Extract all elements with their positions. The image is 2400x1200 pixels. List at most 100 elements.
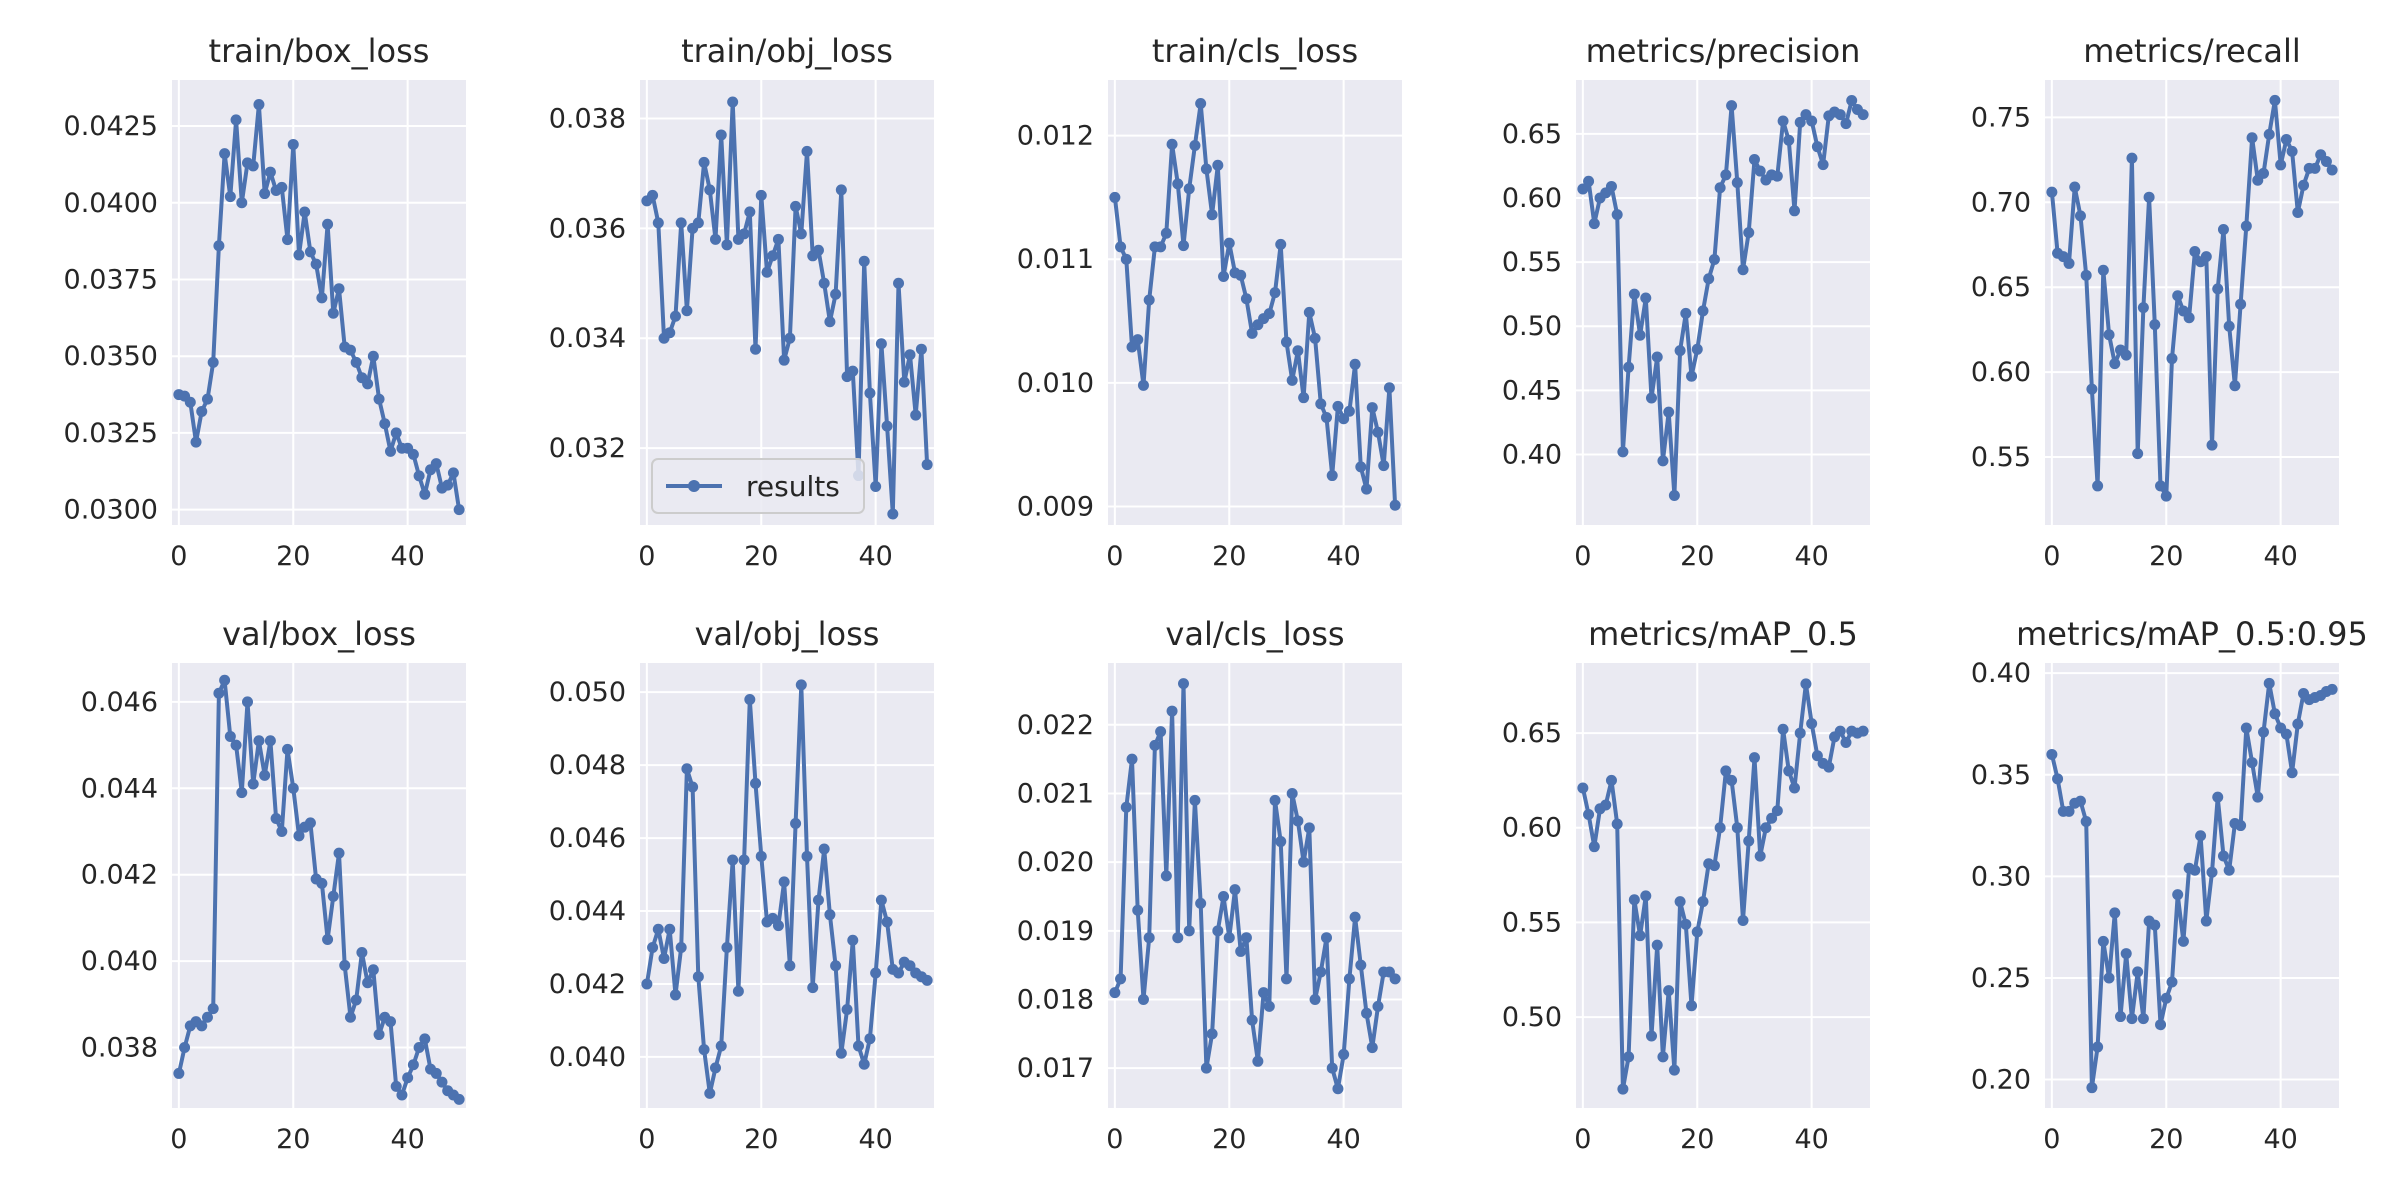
data-point (270, 813, 282, 825)
data-point (253, 99, 265, 111)
subplot-2: 0.009 0.010 0.011 0.012 0 20 40 train/cls_loss (1017, 32, 1402, 572)
data-point (692, 217, 704, 229)
data-point (1600, 799, 1612, 811)
data-point (2103, 972, 2115, 984)
data-point (1309, 332, 1321, 344)
data-point (772, 233, 784, 245)
data-point (1634, 329, 1646, 341)
data-point (1834, 725, 1846, 737)
data-point (1120, 801, 1132, 813)
data-point (647, 189, 659, 201)
data-point (419, 488, 431, 500)
subplot-title: train/cls_loss (1152, 32, 1358, 70)
data-point (847, 934, 859, 946)
data-point (2206, 866, 2218, 878)
data-point (1634, 930, 1646, 942)
data-point (1731, 177, 1743, 189)
data-point (1280, 973, 1292, 985)
y-tick-label: 0.0375 (64, 264, 158, 295)
data-point (1811, 750, 1823, 762)
data-point (738, 228, 750, 240)
data-point (1229, 884, 1241, 896)
data-point (1280, 336, 1292, 348)
y-tick-label: 0.012 (1017, 121, 1094, 152)
y-tick-label: 0.60 (1971, 357, 2031, 388)
data-point (367, 350, 379, 362)
data-point (812, 894, 824, 906)
data-point (1235, 269, 1247, 281)
data-point (1178, 240, 1190, 252)
subplot-0: 0.0300 0.0325 0.0350 0.0375 0.0400 0.0425 0 20 4… (64, 32, 466, 572)
data-point (1646, 1030, 1658, 1042)
data-point (1195, 97, 1207, 109)
data-point (1155, 726, 1167, 738)
data-point (1378, 460, 1390, 472)
data-point (407, 1059, 419, 1071)
data-point (1332, 1083, 1344, 1095)
data-point (795, 228, 807, 240)
subplot-title: metrics/precision (1586, 32, 1861, 70)
data-point (2172, 290, 2184, 302)
data-point (2326, 683, 2338, 695)
data-point (1298, 856, 1310, 868)
data-point (1143, 294, 1155, 306)
y-tick-label: 0.55 (1502, 247, 1562, 278)
y-tick-label: 0.046 (549, 823, 626, 854)
data-point (2126, 1013, 2138, 1025)
data-point (1240, 293, 1252, 305)
data-point (453, 1093, 465, 1105)
data-point (259, 188, 271, 200)
data-point (1651, 351, 1663, 363)
data-point (1686, 1000, 1698, 1012)
data-point (1760, 822, 1772, 834)
data-point (835, 184, 847, 196)
data-point (1714, 182, 1726, 194)
data-point (1605, 180, 1617, 192)
data-point (1857, 725, 1869, 737)
data-point (299, 206, 311, 218)
data-point (1309, 993, 1321, 1005)
data-point (1668, 1064, 1680, 1076)
data-point (247, 778, 259, 790)
data-point (2155, 480, 2167, 492)
data-point (276, 825, 288, 837)
data-point (744, 693, 756, 705)
data-point (778, 876, 790, 888)
data-point (1771, 805, 1783, 817)
data-point (681, 763, 693, 775)
data-point (904, 349, 916, 361)
data-point (1252, 1055, 1264, 1067)
data-point (1708, 254, 1720, 266)
y-tick-label: 0.30 (1971, 861, 2031, 892)
data-point (2240, 722, 2252, 734)
data-point (242, 696, 254, 708)
data-point (1183, 925, 1195, 937)
data-point (1361, 1007, 1373, 1019)
data-point (2086, 383, 2098, 395)
data-point (818, 843, 830, 855)
data-point (1771, 170, 1783, 182)
x-tick-label: 20 (2149, 541, 2183, 572)
data-point (247, 160, 259, 172)
data-point (2229, 380, 2241, 392)
data-point (1372, 1000, 1384, 1012)
data-point (732, 985, 744, 997)
data-point (1132, 904, 1144, 916)
data-point (287, 782, 299, 794)
data-point (721, 942, 733, 954)
data-point (1748, 154, 1760, 166)
data-point (1697, 305, 1709, 317)
data-point (264, 735, 276, 747)
subplot-title: val/obj_loss (695, 615, 880, 653)
data-point (881, 916, 893, 928)
data-point (2212, 283, 2224, 295)
data-point (784, 960, 796, 972)
subplot-3: 0.40 0.45 0.50 0.55 0.60 0.65 0 20 40 metrics/pre… (1502, 32, 1870, 572)
y-tick-label: 0.60 (1502, 183, 1562, 214)
data-point (236, 787, 248, 799)
data-point (2160, 490, 2172, 502)
data-point (1783, 765, 1795, 777)
data-point (1320, 932, 1332, 944)
data-point (2200, 251, 2212, 263)
data-point (1115, 973, 1127, 985)
